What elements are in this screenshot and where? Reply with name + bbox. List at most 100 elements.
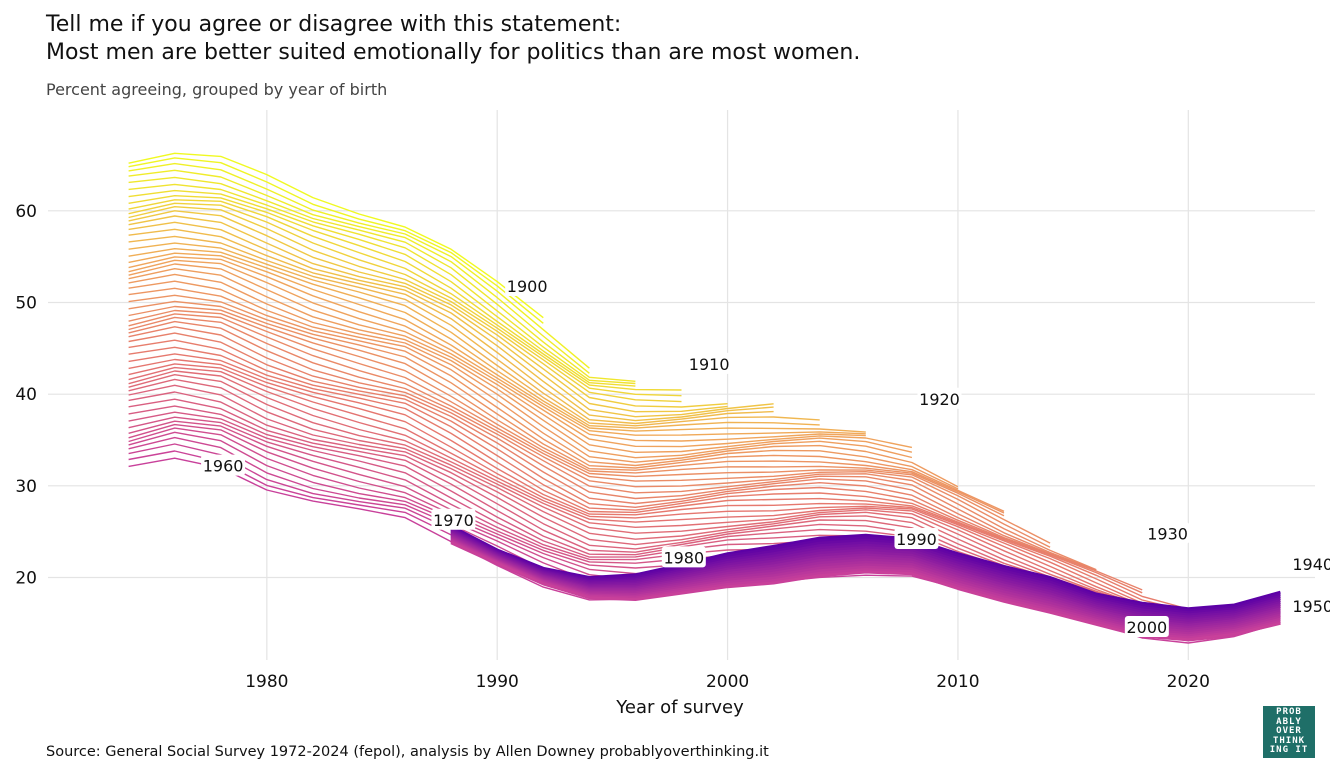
- y-tick-label: 30: [15, 477, 37, 497]
- x-tick-label: 2010: [936, 672, 979, 692]
- cohort-label-bg: [894, 528, 939, 549]
- cohort-label-bg: [201, 454, 246, 476]
- cohort-line: [128, 332, 1143, 594]
- logo-line: ABLY: [1276, 716, 1302, 727]
- cohort-line: [128, 280, 959, 490]
- cohort-line: [128, 252, 866, 436]
- cohort-line: [128, 199, 682, 397]
- cohort-line: [128, 256, 866, 442]
- title-line-1: Tell me if you agree or disagree with th…: [46, 12, 622, 37]
- cohort-line: [128, 248, 866, 433]
- cohort-line: [128, 221, 774, 422]
- y-tick-label: 50: [15, 294, 37, 314]
- logo-line: PROB: [1276, 707, 1302, 718]
- cohort-label-bg: [1290, 594, 1330, 616]
- cohort-line: [128, 235, 820, 427]
- cohort-label-text: 1990: [896, 530, 937, 549]
- cohort-line: [128, 176, 636, 382]
- cohort-line: [128, 363, 1235, 613]
- x-tick-label: 2000: [706, 672, 749, 692]
- x-tick-label: 1990: [476, 672, 519, 692]
- cohort-labels: 1900 1910 1920 1930 1940 1950 1960 1970 1980 1990…: [201, 275, 1330, 637]
- cohort-label-bg: [917, 387, 962, 409]
- cohort-line: [128, 346, 1189, 612]
- site-logo: PROB ABLY OVER THINK ING IT: [1263, 706, 1315, 758]
- cohort-label: 1960: [201, 454, 246, 476]
- cohort-line: [128, 313, 1097, 571]
- cohort-label-text: 1950: [1292, 597, 1330, 616]
- cohort-label: 1930: [1145, 522, 1190, 544]
- cohort-line: [128, 358, 1235, 614]
- cohort-line: [128, 339, 1189, 610]
- cohort-line: [128, 287, 1005, 512]
- y-axis: 20 30 40 50 60: [15, 202, 37, 589]
- cohort-line: [128, 316, 1097, 571]
- logo-line: ING IT: [1269, 745, 1309, 756]
- cohort-label: 1990: [894, 528, 939, 549]
- cohort-label-text: 1920: [919, 390, 960, 409]
- y-tick-label: 40: [15, 385, 37, 405]
- cohort-line: [128, 300, 1005, 517]
- cohort-line: [128, 206, 728, 408]
- cohort-label: 2000: [1124, 616, 1169, 637]
- cohort-label-text: 1900: [507, 277, 548, 296]
- x-tick-label: 2020: [1167, 672, 1210, 692]
- cohort-line: [128, 273, 959, 488]
- cohort-label-text: 1910: [689, 355, 730, 374]
- logo-line: THINK: [1272, 735, 1306, 746]
- chart-subtitle: Percent agreeing, grouped by year of bir…: [46, 80, 388, 99]
- cohort-label-bg: [687, 352, 732, 374]
- cohort-line: [128, 169, 590, 374]
- x-tick-label: 1980: [245, 672, 288, 692]
- cohort-label-bg: [1124, 616, 1169, 637]
- cohort-label-bg: [1290, 552, 1330, 574]
- logo-line: OVER: [1276, 726, 1302, 737]
- cohort-label-bg: [505, 275, 550, 296]
- x-axis: 1980 1990 2000 2010 2020: [245, 672, 1210, 692]
- cohort-line: [128, 353, 1189, 614]
- cohort-line: [128, 309, 1051, 548]
- cohort-line: [128, 195, 682, 391]
- cohort-line: [128, 305, 1051, 544]
- cohort-label-bg: [661, 546, 706, 568]
- x-axis-label: Year of survey: [615, 697, 744, 718]
- cohort-label: 1900: [505, 275, 550, 296]
- cohort-line: [128, 228, 774, 425]
- cohort-label-text: 2000: [1126, 618, 1167, 637]
- cohort-line: [128, 326, 1143, 591]
- cohort-label: 1940: [1290, 552, 1330, 574]
- cohort-label: 1910: [687, 352, 732, 374]
- cohort-label: 1970: [431, 508, 476, 530]
- cohort-line: [128, 268, 913, 459]
- cohort-label-text: 1960: [203, 457, 244, 476]
- cohort-line: [128, 162, 590, 369]
- cohort-line: [128, 320, 1097, 571]
- cohort-line: [128, 263, 913, 453]
- cohort-line: [128, 215, 774, 418]
- cohort-line: [128, 157, 544, 324]
- cohort-line: [128, 294, 1005, 514]
- title-line-2: Most men are better suited emotionally f…: [46, 40, 861, 65]
- cohort-label-text: 1940: [1292, 555, 1330, 574]
- chart-title: Tell me if you agree or disagree with th…: [46, 11, 860, 67]
- series-lines: [128, 152, 1281, 644]
- cohort-line: [128, 183, 636, 385]
- cohort-line: [128, 210, 728, 413]
- y-tick-label: 20: [15, 569, 37, 589]
- cohort-label: 1950: [1290, 594, 1330, 616]
- cohort-label: 1980: [661, 546, 706, 568]
- cohort-label: 1920: [917, 387, 962, 409]
- cohort-line: [128, 259, 913, 449]
- y-tick-label: 60: [15, 202, 37, 222]
- cohort-label-text: 1930: [1147, 525, 1188, 544]
- source-note: Source: General Social Survey 1972-2024 …: [46, 744, 769, 760]
- cohort-line: [128, 152, 544, 319]
- cohort-line: [128, 189, 636, 387]
- cohort-label-bg: [1145, 522, 1190, 544]
- cohort-label-bg: [431, 508, 476, 530]
- cohort-label-text: 1980: [663, 548, 704, 567]
- cohort-line: [128, 242, 820, 429]
- cohort-label-text: 1970: [433, 511, 474, 530]
- cohort-line: [128, 366, 1235, 613]
